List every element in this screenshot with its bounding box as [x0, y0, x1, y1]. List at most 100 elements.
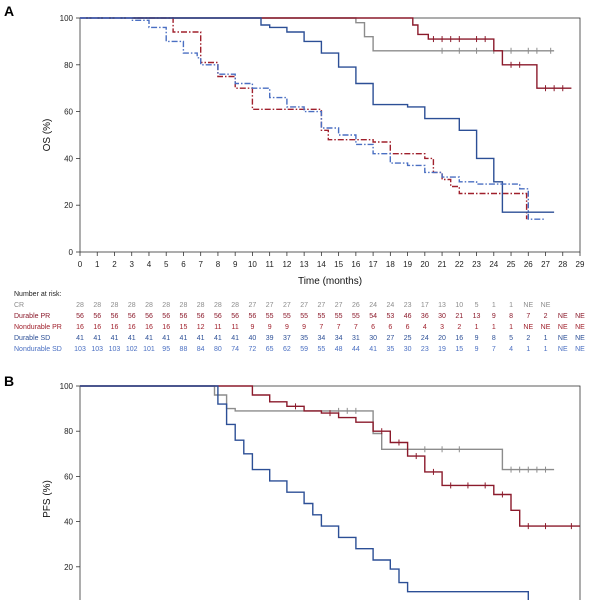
- risk-cell-durable-sd: 41: [76, 335, 84, 342]
- risk-cell-cr: 28: [93, 302, 101, 309]
- panel-a-x-tick-label: 22: [455, 260, 464, 269]
- risk-cell-durable-pr: 56: [111, 313, 119, 320]
- risk-cell-cr: 1: [492, 302, 496, 309]
- risk-cell-cr: 24: [386, 302, 394, 309]
- panel-a-x-tick-label: 28: [558, 260, 567, 269]
- risk-cell-cr: 5: [475, 302, 479, 309]
- panel-a-x-tick-label: 26: [524, 260, 533, 269]
- risk-cell-cr: 28: [180, 302, 188, 309]
- risk-cell-nondurable-pr: 6: [406, 324, 410, 331]
- risk-cell-nondurable-sd: 55: [317, 346, 325, 353]
- risk-cell-nondurable-sd: NE: [575, 346, 585, 353]
- risk-cell-durable-sd: 41: [197, 335, 205, 342]
- risk-row-label-nondurable-pr: Nondurable PR: [14, 324, 62, 331]
- risk-cell-durable-sd: 8: [492, 335, 496, 342]
- risk-cell-nondurable-pr: 16: [128, 324, 136, 331]
- risk-cell-cr: 28: [214, 302, 222, 309]
- panel-a-x-tick-label: 14: [317, 260, 326, 269]
- risk-cell-durable-pr: NE: [575, 313, 585, 320]
- panel-a-x-tick-label: 7: [198, 260, 203, 269]
- risk-cell-durable-pr: 36: [421, 313, 429, 320]
- panel-a-x-tick-label: 9: [233, 260, 238, 269]
- risk-cell-durable-pr: 55: [352, 313, 360, 320]
- risk-cell-nondurable-pr: 9: [268, 324, 272, 331]
- panel-label-a: A: [4, 3, 14, 19]
- risk-cell-nondurable-sd: 23: [421, 346, 429, 353]
- panel-a-x-tick-label: 10: [248, 260, 257, 269]
- risk-cell-nondurable-sd: 72: [249, 346, 257, 353]
- risk-cell-nondurable-sd: 62: [283, 346, 291, 353]
- panel-a-x-tick-label: 5: [164, 260, 169, 269]
- risk-cell-cr: 27: [283, 302, 291, 309]
- panel-a-curve-durable-sd: [80, 17, 555, 213]
- risk-cell-cr: 27: [300, 302, 308, 309]
- risk-cell-cr: 27: [335, 302, 343, 309]
- risk-cell-durable-pr: 7: [526, 313, 530, 320]
- risk-cell-nondurable-pr: 2: [457, 324, 461, 331]
- risk-cell-durable-sd: 34: [335, 335, 343, 342]
- risk-cell-cr: 28: [145, 302, 153, 309]
- risk-cell-nondurable-sd: 1: [544, 346, 548, 353]
- panel-a-curve-nondurable-sd: [80, 17, 546, 220]
- risk-cell-durable-sd: 25: [404, 335, 412, 342]
- risk-cell-durable-sd: 34: [317, 335, 325, 342]
- risk-cell-cr: 27: [317, 302, 325, 309]
- panel-b-y-tick-label: 60: [64, 472, 73, 481]
- panel-a-x-tick-label: 2: [112, 260, 117, 269]
- risk-cell-durable-sd: 37: [283, 335, 291, 342]
- risk-cell-nondurable-pr: 4: [423, 324, 427, 331]
- risk-cell-nondurable-pr: 6: [371, 324, 375, 331]
- risk-cell-cr: NE: [523, 302, 533, 309]
- risk-cell-nondurable-sd: 103: [109, 346, 121, 353]
- risk-cell-nondurable-sd: 35: [386, 346, 394, 353]
- risk-row-label-durable-sd: Durable SD: [14, 335, 50, 342]
- risk-cell-nondurable-sd: 103: [91, 346, 103, 353]
- panel-a-y-tick-label: 40: [64, 154, 73, 163]
- risk-cell-nondurable-pr: 16: [76, 324, 84, 331]
- panel-a-x-tick-label: 1: [95, 260, 100, 269]
- panel-a-x-tick-label: 27: [541, 260, 550, 269]
- risk-cell-durable-sd: 41: [93, 335, 101, 342]
- risk-cell-durable-sd: 30: [369, 335, 377, 342]
- risk-cell-durable-sd: 2: [526, 335, 530, 342]
- risk-cell-nondurable-sd: 1: [526, 346, 530, 353]
- risk-cell-nondurable-sd: 101: [143, 346, 155, 353]
- risk-cell-durable-pr: 56: [145, 313, 153, 320]
- panel-label-b: B: [4, 373, 14, 389]
- panel-a-x-tick-label: 24: [489, 260, 498, 269]
- risk-cell-durable-pr: 56: [162, 313, 170, 320]
- panel-a-y-tick-label: 0: [69, 248, 74, 257]
- risk-cell-nondurable-pr: 6: [388, 324, 392, 331]
- panel-a-curve-durable-pr: [80, 17, 572, 89]
- panel-a-x-tick-label: 8: [216, 260, 221, 269]
- risk-cell-durable-pr: 56: [249, 313, 257, 320]
- risk-cell-durable-pr: 56: [93, 313, 101, 320]
- risk-cell-nondurable-sd: 41: [369, 346, 377, 353]
- panel-a-x-tick-label: 23: [472, 260, 481, 269]
- risk-cell-cr: 23: [404, 302, 412, 309]
- risk-cell-durable-sd: 31: [352, 335, 360, 342]
- risk-cell-durable-pr: 55: [266, 313, 274, 320]
- risk-cell-durable-sd: 5: [509, 335, 513, 342]
- risk-cell-nondurable-pr: 16: [162, 324, 170, 331]
- panel-b-curve-cr: [80, 385, 555, 471]
- risk-cell-durable-pr: 53: [386, 313, 394, 320]
- risk-cell-durable-pr: 56: [231, 313, 239, 320]
- risk-cell-nondurable-sd: 80: [214, 346, 222, 353]
- panel-b-y-tick-label: 80: [64, 427, 73, 436]
- risk-cell-durable-sd: 41: [214, 335, 222, 342]
- risk-cell-cr: 27: [249, 302, 257, 309]
- risk-cell-nondurable-sd: 9: [475, 346, 479, 353]
- risk-cell-cr: 28: [111, 302, 119, 309]
- risk-cell-durable-sd: 20: [438, 335, 446, 342]
- risk-cell-durable-pr: 21: [455, 313, 463, 320]
- risk-cell-durable-pr: 56: [128, 313, 136, 320]
- risk-cell-durable-pr: 56: [214, 313, 222, 320]
- risk-cell-cr: 26: [352, 302, 360, 309]
- risk-cell-nondurable-sd: 15: [455, 346, 463, 353]
- risk-cell-cr: 1: [509, 302, 513, 309]
- risk-cell-nondurable-pr: 16: [93, 324, 101, 331]
- risk-cell-durable-pr: 56: [180, 313, 188, 320]
